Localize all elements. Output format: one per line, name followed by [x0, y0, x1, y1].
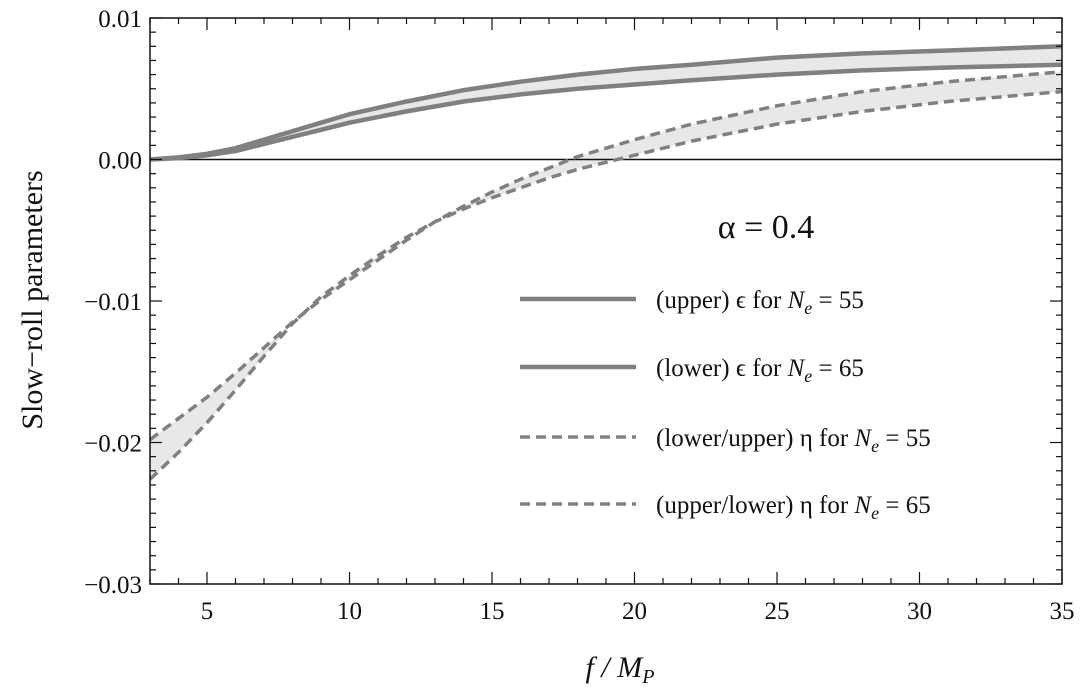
y-tick-label: −0.02	[84, 431, 142, 458]
series-line-1	[149, 44, 1063, 162]
alpha-annotation: α = 0.4	[718, 209, 815, 246]
legend-label-3: (lower/upper) η for Ne​ = 55	[656, 425, 931, 456]
x-tick-label: 35	[1050, 598, 1075, 625]
legend-label-2: (lower) ϵ for Ne​ = 65	[656, 355, 864, 386]
x-tick-label: 20	[622, 598, 647, 625]
series-line-4	[148, 89, 1063, 481]
x-tick-label: 25	[765, 598, 790, 625]
eta-band	[150, 71, 1062, 480]
legend-label-1: (upper) ϵ for Ne​ = 55	[656, 287, 864, 318]
legend-label-4: (upper/lower) η for Ne​ = 65	[656, 492, 931, 523]
x-tick-label: 30	[907, 598, 932, 625]
y-tick-label: 0.01	[98, 6, 142, 33]
y-axis-title: Slow−roll parameters	[16, 170, 49, 429]
x-tick-label: 5	[201, 598, 214, 625]
legend: (upper) ϵ for Ne​ = 55 (lower) ϵ for Ne​ …	[520, 287, 931, 523]
y-tick-label: −0.03	[84, 572, 142, 599]
series-line-3	[148, 70, 1063, 442]
y-tick-label: −0.01	[84, 289, 142, 316]
x-axis-title: f / MP​	[586, 651, 655, 688]
series-line-2	[149, 62, 1063, 162]
x-tick-label: 15	[480, 598, 505, 625]
y-tick-label: 0.00	[98, 148, 142, 175]
axis-ticks	[149, 17, 1063, 585]
x-tick-label: 10	[337, 598, 362, 625]
tick-labels: 5 10 15 20 25 30 35 0.01 0.00 −0.01 −0.02 −0.03	[84, 6, 1074, 625]
shaded-bands	[150, 46, 1062, 480]
series-layer	[148, 44, 1063, 481]
